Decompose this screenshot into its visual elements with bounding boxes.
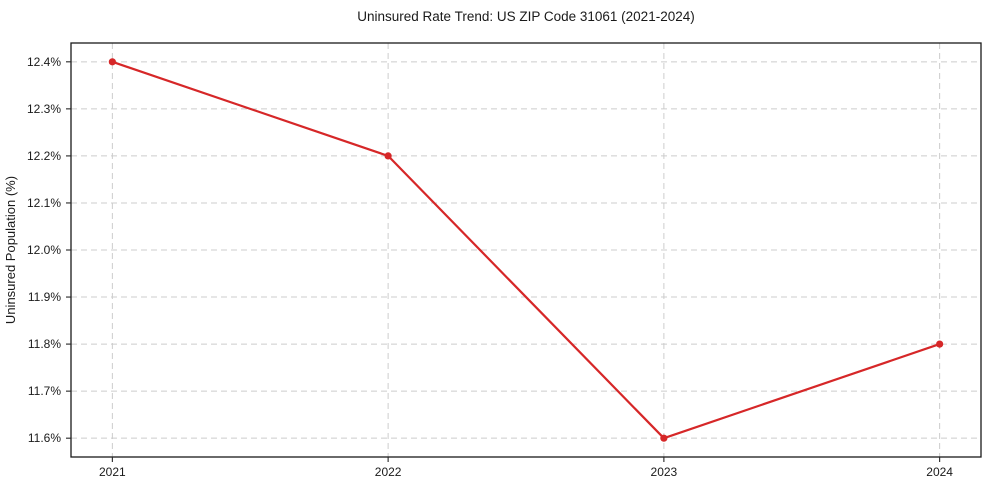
y-axis-label: Uninsured Population (%) [3,176,18,324]
x-tick-label: 2022 [375,465,402,479]
y-tick-label: 12.1% [27,196,61,210]
chart-title: Uninsured Rate Trend: US ZIP Code 31061 … [357,9,694,24]
x-tick-label: 2023 [651,465,678,479]
y-tick-label: 12.4% [27,55,61,69]
x-tick-label: 2024 [926,465,953,479]
y-tick-label: 12.2% [27,149,61,163]
data-point-2021 [108,58,116,66]
y-tick-label: 11.9% [28,290,61,304]
data-point-2024 [936,340,944,348]
y-tick-label: 12.3% [27,102,61,116]
y-tick-label: 11.8% [28,337,61,351]
y-tick-label: 11.6% [28,431,61,445]
series-line-0 [111,60,941,440]
y-tick-label: 12.0% [27,243,61,257]
data-point-2022 [384,152,392,160]
data-point-2023 [660,434,668,442]
y-tick-label: 11.7% [28,384,61,398]
x-tick-label: 2021 [99,465,126,479]
tick-marks [66,61,941,462]
